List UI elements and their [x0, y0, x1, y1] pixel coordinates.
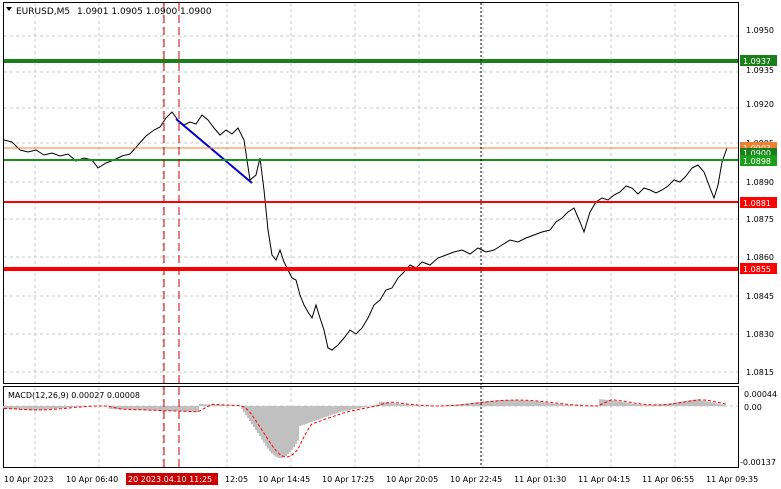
time-label: 10 Apr 14:45 — [258, 475, 310, 484]
price-tick: 1.0860 — [746, 253, 774, 262]
price-panel[interactable] — [3, 2, 739, 384]
level-badge-1.0898: 1.0898 — [740, 155, 777, 166]
time-label: 10 Apr 2023 — [4, 475, 53, 484]
svg-text:1.0881: 1.0881 — [743, 199, 771, 208]
price-tick: 1.0845 — [746, 292, 774, 301]
level-badge-1.0855: 1.0855 — [740, 263, 777, 274]
price-grid — [4, 3, 738, 383]
price-tick: 1.0830 — [746, 330, 774, 339]
symbol-label: EURUSD,M5 — [16, 7, 70, 17]
trend-line[interactable] — [175, 118, 253, 184]
svg-text:1.0898: 1.0898 — [743, 157, 771, 166]
time-label: 10 Apr 06:40 — [66, 475, 118, 484]
macd-scale-tick: -0.00137 — [740, 458, 776, 467]
level-badge-1.0881: 1.0881 — [740, 197, 777, 208]
price-tick: 1.0935 — [746, 66, 774, 75]
time-label-highlight: 20 2023.04.10 11:25 — [128, 475, 212, 484]
time-label: 10 Apr 22:45 — [450, 475, 502, 484]
price-tick: 1.0875 — [746, 215, 774, 224]
ohlc-values: 1.0901 1.0905 1.0900 1.0900 — [77, 7, 212, 17]
time-label: 11 Apr 09:35 — [706, 475, 758, 484]
price-tick: 1.0920 — [746, 100, 774, 109]
svg-text:1.0900: 1.0900 — [743, 149, 771, 158]
triangle-down-icon[interactable] — [6, 7, 12, 11]
time-label: 10 Apr 17:25 — [322, 475, 374, 484]
svg-text:1.0855: 1.0855 — [743, 265, 771, 274]
level-badge-1.0937: 1.0937 — [740, 55, 777, 66]
time-label: 10 Apr 20:05 — [386, 475, 438, 484]
macd-label: MACD(12,26,9) 0.00027 0.00008 — [8, 391, 140, 400]
time-label: 12:05 — [225, 475, 248, 484]
time-highlight-bg — [126, 473, 218, 485]
time-label: 11 Apr 06:55 — [642, 475, 694, 484]
price-tick: 1.0890 — [746, 178, 774, 187]
time-axis[interactable]: 10 Apr 2023 10 Apr 06:40 20 2023.04.10 1… — [4, 473, 758, 485]
price-line — [3, 111, 728, 351]
price-tick: 1.0950 — [746, 26, 774, 35]
time-label: 11 Apr 01:30 — [514, 475, 566, 484]
level-badge-1.0900: 1.0900 — [740, 148, 777, 158]
macd-scale-tick: 0.00 — [744, 403, 762, 412]
macd-scale-tick: 0.00044 — [744, 390, 777, 399]
price-tick: 1.0815 — [746, 368, 774, 377]
svg-text:1.0937: 1.0937 — [743, 57, 771, 66]
macd-signal-line — [3, 399, 727, 458]
time-label: 11 Apr 04:15 — [578, 475, 630, 484]
